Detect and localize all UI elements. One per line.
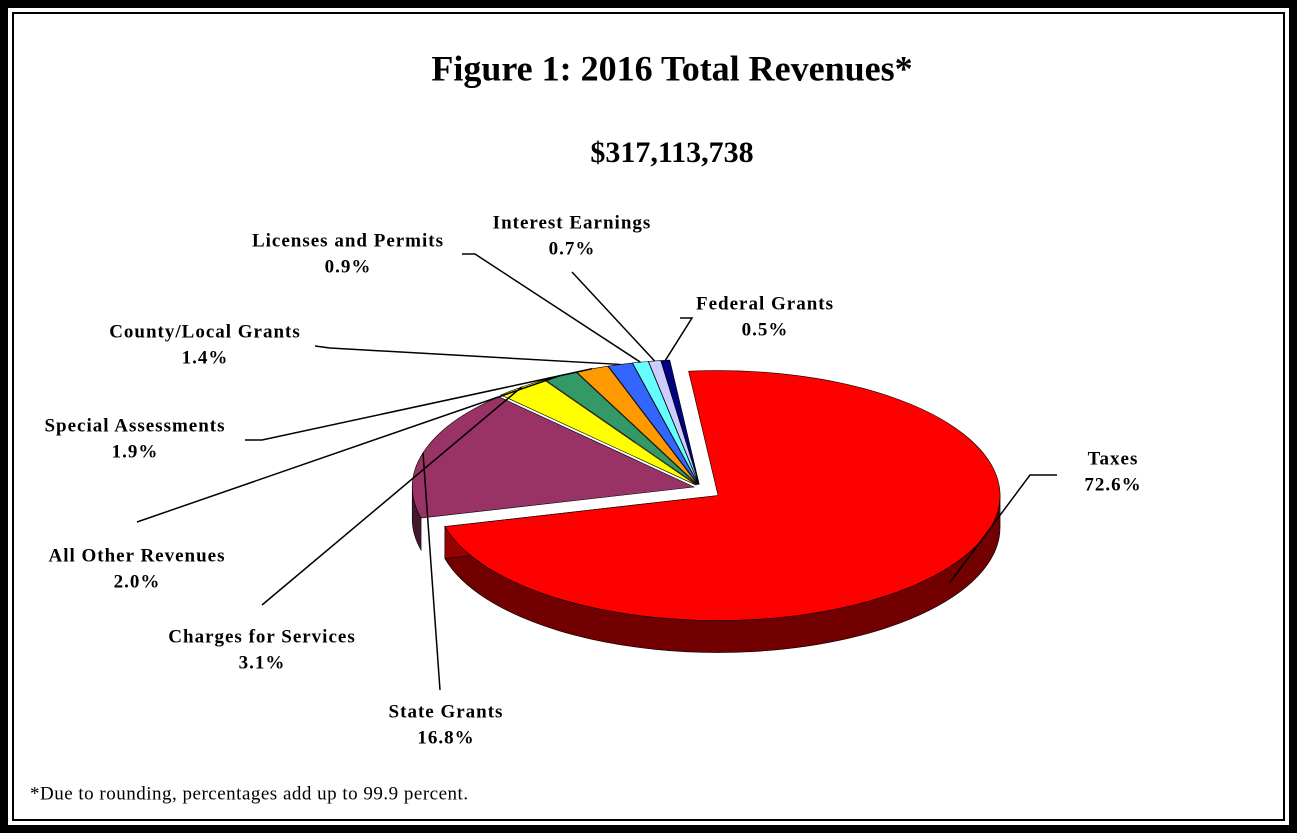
pie-tops [411,359,1001,621]
slice-value-label: 16.8% [417,727,474,748]
slice-label: State Grants [389,701,504,722]
slice-value-label: 0.5% [742,319,789,340]
chart-title: Figure 1: 2016 Total Revenues* [431,48,912,88]
slice-value-label: 1.9% [112,441,159,462]
slice-label: Special Assessments [44,415,225,436]
slice-label: County/Local Grants [109,321,301,342]
slice-value-label: 0.9% [325,256,372,277]
slice-label: Interest Earnings [493,212,652,233]
slice [411,396,696,519]
leader-line [136,374,561,523]
slice-value-label: 1.4% [182,347,229,368]
leader-line [422,452,441,691]
leader-line [664,317,694,361]
footnote: *Due to rounding, percentages add up to … [30,783,469,804]
leader-line [571,271,656,362]
slice-value-label: 2.0% [114,571,161,592]
slice-label: Charges for Services [168,626,355,647]
slice-label: Licenses and Permits [252,230,444,251]
leader-line [245,368,593,441]
chart-subtitle: $317,113,738 [590,136,753,169]
slice-label: All Other Revenues [48,545,225,566]
slice-value-label: 0.7% [549,238,596,259]
slice-label: Federal Grants [696,293,834,314]
leader-line [948,474,1057,584]
slice-value-label: 3.1% [239,652,286,673]
inner-frame [12,12,1285,821]
slice [607,362,699,485]
slice-value-label: 72.6% [1084,474,1141,495]
leader-line [462,253,641,363]
slice [444,370,1001,621]
leader-line [261,386,523,606]
leader-line [314,345,621,366]
slice-label: Taxes [1088,448,1139,469]
